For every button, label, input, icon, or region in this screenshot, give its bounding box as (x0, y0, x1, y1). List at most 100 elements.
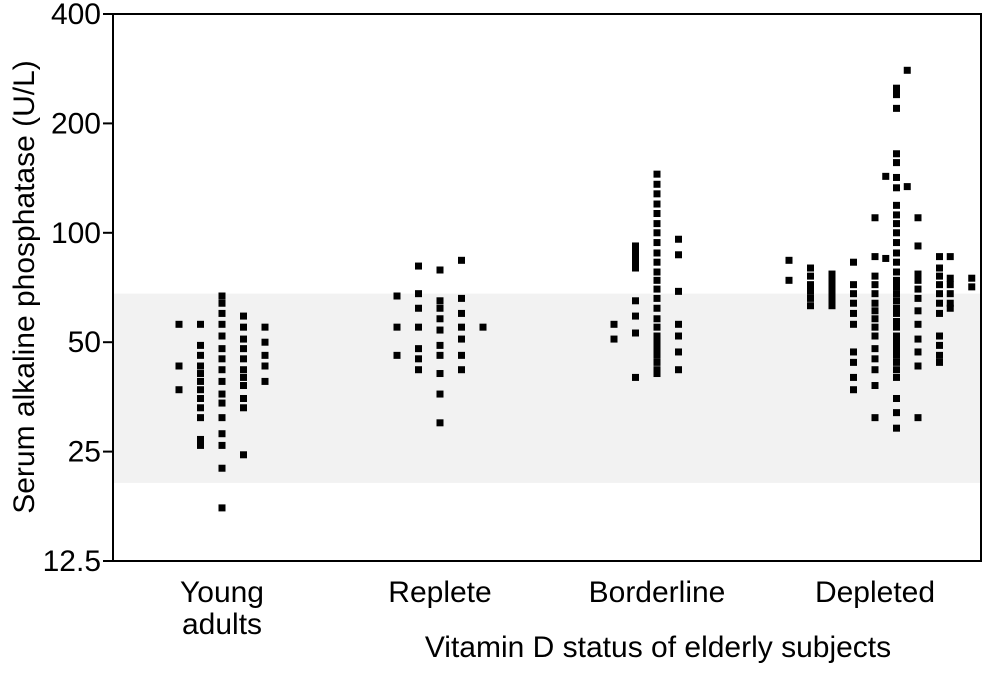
data-point (218, 504, 226, 512)
data-point (653, 370, 661, 378)
data-point (936, 253, 943, 261)
data-point (828, 287, 836, 295)
data-point (882, 172, 890, 180)
data-point (218, 366, 226, 374)
data-point (850, 386, 857, 394)
data-point (218, 399, 226, 407)
data-point (240, 312, 247, 320)
data-point (936, 264, 943, 272)
data-point (240, 323, 247, 331)
data-point (893, 290, 900, 298)
data-point (436, 370, 444, 378)
data-point (632, 256, 639, 264)
data-point (946, 281, 954, 289)
data-point (850, 373, 857, 381)
data-point (871, 281, 879, 289)
data-point (893, 345, 900, 353)
data-point (218, 292, 226, 300)
y-axis-ticks-layer: 12.5 25 50 100 200 400 (43, 0, 113, 578)
data-point (893, 184, 900, 192)
data-point (240, 382, 247, 390)
data-point (653, 190, 661, 198)
data-point (653, 323, 661, 331)
data-point (197, 377, 204, 385)
data-point (893, 249, 900, 257)
data-point (197, 351, 204, 359)
data-point (893, 351, 900, 359)
data-point (458, 351, 465, 359)
data-point (653, 210, 661, 218)
y-tick-label: 12.5 (43, 545, 101, 578)
data-point (893, 304, 900, 312)
data-point (175, 320, 183, 328)
data-point (807, 281, 814, 289)
x-category-label: Depleted (815, 576, 935, 609)
data-point (914, 335, 922, 343)
data-point (653, 258, 661, 266)
data-point (240, 335, 247, 343)
data-point (653, 220, 661, 228)
data-point (632, 264, 639, 272)
data-point (218, 464, 226, 472)
data-point (893, 338, 900, 346)
data-point (632, 297, 639, 305)
data-point (632, 242, 639, 250)
y-tick-label: 200 (51, 107, 101, 140)
data-point (632, 329, 639, 337)
x-category-label: Replete (388, 576, 491, 609)
data-point (632, 312, 639, 320)
data-point (871, 299, 879, 307)
data-point (893, 159, 900, 167)
data-point (936, 332, 943, 340)
data-point (653, 249, 661, 257)
data-point (914, 348, 922, 356)
data-point (653, 239, 661, 247)
data-point (936, 341, 943, 349)
data-point (968, 283, 976, 291)
data-point (675, 251, 682, 259)
data-point (458, 366, 465, 374)
data-point (893, 220, 900, 228)
data-point (197, 386, 204, 394)
data-point (653, 315, 661, 323)
data-point (197, 320, 204, 328)
data-point (632, 260, 639, 268)
data-point (175, 362, 183, 370)
data-point (197, 341, 204, 349)
data-point (415, 290, 422, 298)
data-point (828, 270, 836, 278)
data-point (261, 362, 269, 370)
data-point (240, 366, 247, 374)
data-point (218, 309, 226, 317)
data-point (850, 309, 857, 317)
data-point (946, 274, 954, 282)
data-point (914, 414, 922, 422)
data-point (850, 320, 857, 328)
plot-frame (112, 13, 982, 562)
data-point (871, 272, 879, 280)
data-point (197, 404, 204, 412)
data-point (914, 276, 922, 284)
reference-range-band (113, 293, 981, 483)
data-point (807, 264, 814, 272)
data-point (893, 358, 900, 366)
data-point (946, 253, 954, 261)
data-point (914, 320, 922, 328)
data-point (871, 382, 879, 390)
data-point (458, 335, 465, 343)
data-point (893, 239, 900, 247)
data-point (807, 287, 814, 295)
data-point (393, 323, 401, 331)
data-point (850, 258, 857, 266)
data-point (218, 390, 226, 398)
data-point (197, 414, 204, 422)
data-point (653, 338, 661, 346)
data-point (882, 254, 890, 262)
data-point (946, 299, 954, 307)
data-point (785, 276, 793, 284)
data-point (828, 297, 836, 305)
data-point (653, 170, 661, 178)
data-point (936, 351, 943, 359)
data-point (828, 276, 836, 284)
